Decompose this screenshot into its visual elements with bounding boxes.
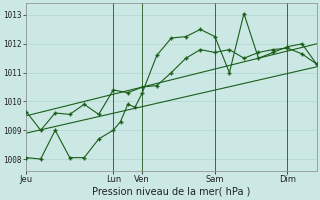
X-axis label: Pression niveau de la mer( hPa ): Pression niveau de la mer( hPa ) [92, 187, 251, 197]
